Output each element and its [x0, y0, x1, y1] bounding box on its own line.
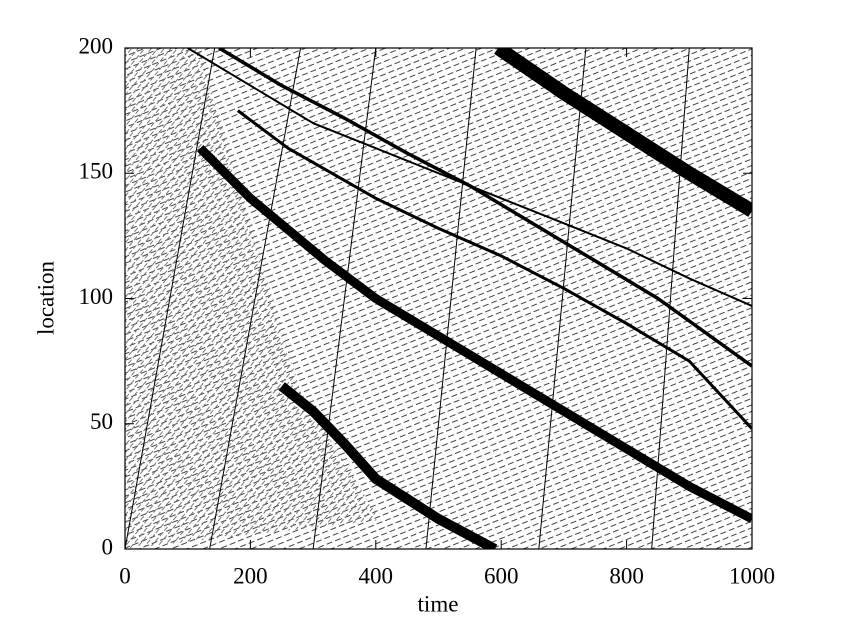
x-axis-label: time: [418, 591, 459, 616]
y-tick-label: 200: [79, 33, 114, 58]
x-tick-label: 600: [484, 563, 519, 588]
x-tick-label: 1000: [729, 563, 775, 588]
trajectory-line: [236, 109, 752, 430]
trajectories: [125, 48, 752, 549]
x-tick-label: 800: [609, 563, 644, 588]
y-tick-label: 150: [79, 159, 114, 184]
y-axis-label: location: [33, 260, 58, 335]
x-tick-label: 200: [233, 563, 268, 588]
x-tick-label: 0: [119, 563, 131, 588]
y-tick-label: 100: [79, 284, 114, 309]
trajectory-line: [209, 48, 302, 549]
x-tick-label: 400: [359, 563, 394, 588]
y-tick-label: 50: [90, 409, 113, 434]
trajectory-texture: [125, 48, 752, 549]
trajectory-line: [538, 48, 587, 549]
trajectory-line: [278, 382, 498, 549]
y-tick-label: 0: [102, 534, 114, 559]
trajectory-line: [125, 48, 216, 549]
trajectory-line: [651, 48, 690, 549]
trajectory-line: [425, 48, 477, 549]
trajectory-line: [312, 48, 377, 549]
trajectory-line: [218, 48, 752, 368]
trajectory-line: [494, 48, 752, 217]
